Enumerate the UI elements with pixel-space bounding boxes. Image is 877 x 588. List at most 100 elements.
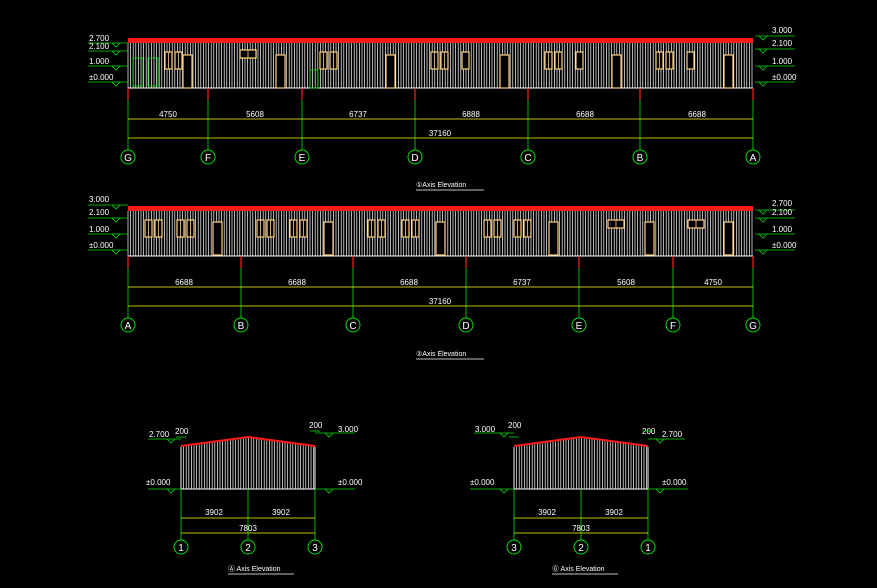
eg-level-bottom-right: ±0.000	[662, 478, 687, 487]
e1-detail	[132, 57, 144, 87]
ea-dimensions	[173, 430, 323, 555]
e1-span-5: 6688	[576, 110, 594, 119]
e1-door	[499, 54, 510, 89]
e2-axis-bubble	[571, 317, 587, 333]
e1-levels-left	[88, 42, 128, 87]
e2-door	[644, 221, 655, 256]
e2-axis-1: A	[125, 321, 132, 332]
eg-span-2: 3902	[605, 508, 623, 517]
e1-axis-1: G	[124, 153, 132, 164]
e2-span-2: 6688	[288, 278, 306, 287]
e1-axis-bubble	[294, 149, 310, 165]
e1-axis-bubble	[200, 149, 216, 165]
e2-axis-4: D	[462, 321, 469, 332]
e2-span-labels: 6688 6688 6688 6737 5608 4750 37160	[175, 278, 722, 306]
e2-axis-bubble	[345, 317, 361, 333]
e2-axis-bubble	[120, 317, 136, 333]
e1-window	[686, 51, 695, 70]
e2-openings	[144, 219, 734, 256]
eg-axis-3: 1	[645, 543, 651, 554]
wall-cladding	[180, 438, 314, 489]
ea-level-bottom-right: ±0.000	[338, 478, 363, 487]
e1-door	[385, 54, 396, 89]
ea-axis-3: 3	[312, 543, 318, 554]
ea-axis-bubble	[173, 539, 189, 555]
e2-dimensions	[120, 256, 761, 333]
eg-wall	[513, 438, 649, 490]
eg-dimensions	[506, 430, 656, 555]
ea-span-2: 3902	[272, 508, 290, 517]
e1-axis-7: A	[750, 153, 757, 164]
e1-axis-labels: G F E D C B A	[124, 153, 757, 164]
eg-offset-right: 200	[642, 427, 656, 436]
eg-axis-2: 2	[578, 543, 584, 554]
elevation-g: 3.000 ±0.000 2.700 ±0.000 200 200 3902 3…	[470, 421, 688, 575]
e1-span-4: 6888	[462, 110, 480, 119]
e2-span-6: 4750	[704, 278, 722, 287]
e1-span-2: 5608	[246, 110, 264, 119]
e2-axis-bubble	[233, 317, 249, 333]
eg-level-top-left: 3.000	[475, 425, 496, 434]
eg-level-top-right: 2.700	[662, 430, 683, 439]
eg-total: 7803	[572, 524, 590, 533]
e1-door	[182, 54, 193, 89]
e2-door	[323, 221, 334, 256]
e2-span-1: 6688	[175, 278, 193, 287]
e1-level-r4: ±0.000	[772, 73, 797, 82]
e1-axis-2: F	[205, 153, 211, 164]
ea-levels	[148, 432, 355, 494]
e1-window	[461, 51, 470, 70]
wall-cladding	[513, 438, 647, 489]
ea-span-1: 3902	[205, 508, 223, 517]
e1-total: 37160	[429, 129, 452, 138]
ea-level-top-left: 2.700	[149, 430, 170, 439]
e2-axis-bubble	[665, 317, 681, 333]
e1-span-1: 4750	[159, 110, 177, 119]
e2-span-5: 5608	[617, 278, 635, 287]
e1-level-l3: 1.000	[89, 57, 110, 66]
e1-axis-5: C	[524, 153, 531, 164]
eg-roof	[513, 435, 649, 447]
e1-title: ①Axis Elevation	[416, 181, 466, 189]
e2-level-l1: 3.000	[89, 195, 110, 204]
e2-axis-bubble	[458, 317, 474, 333]
e2-axis-7: G	[749, 321, 757, 332]
eg-offset-left: 200	[508, 421, 522, 430]
e1-level-l4: ±0.000	[89, 73, 114, 82]
e2-axis-3: C	[349, 321, 356, 332]
e1-openings	[132, 49, 734, 89]
e2-axis-2: B	[238, 321, 245, 332]
e1-door	[611, 54, 622, 89]
ea-axis-2: 2	[245, 543, 251, 554]
ea-axis-bubble	[307, 539, 323, 555]
e2-total: 37160	[429, 297, 452, 306]
ea-axis-bubble	[240, 539, 256, 555]
e2-level-l4: ±0.000	[89, 241, 114, 250]
e2-level-r2: 2.100	[772, 208, 793, 217]
e2-door	[548, 221, 559, 256]
eg-title: Ⓖ Axis Elevation	[552, 565, 605, 573]
e2-level-r3: 1.000	[772, 225, 793, 234]
elevation-1: 2.700 2.100 1.000 ±0.000 3.000 2.100 1.0…	[88, 26, 797, 191]
e2-levels-left	[88, 204, 128, 255]
e1-axis-bubble	[632, 149, 648, 165]
e2-axis-bubble	[745, 317, 761, 333]
e2-roof	[128, 206, 753, 211]
elevation-2: 3.000 2.100 1.000 ±0.000 2.700 2.100 1.0…	[88, 195, 797, 360]
e1-axis-bubble	[520, 149, 536, 165]
e1-level-r2: 2.100	[772, 39, 793, 48]
e1-roof	[128, 38, 753, 43]
e2-title: ②Axis Elevation	[416, 350, 466, 358]
e1-window	[575, 51, 584, 70]
e2-door	[435, 221, 446, 256]
e2-level-l3: 1.000	[89, 225, 110, 234]
e1-level-r3: 1.000	[772, 57, 793, 66]
eg-axis-1: 3	[511, 543, 517, 554]
e2-span-4: 6737	[513, 278, 531, 287]
e1-axis-4: D	[411, 153, 418, 164]
eg-axis-bubble	[506, 539, 522, 555]
e2-axis-labels: A B C D E F G	[125, 321, 757, 332]
eg-levels	[470, 432, 688, 494]
e1-axis-6: B	[637, 153, 644, 164]
